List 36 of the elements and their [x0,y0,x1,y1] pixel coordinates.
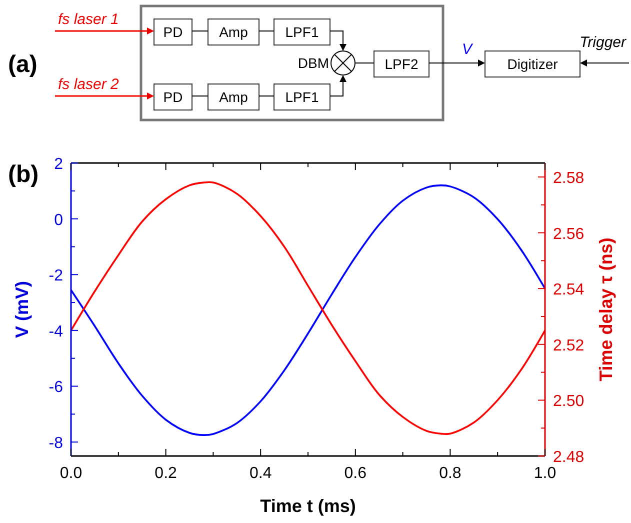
text: PD [163,24,183,40]
y2-tick-label: 2.52 [553,337,584,354]
y-tick-label: -4 [48,323,64,340]
y2-tick-label: 2.50 [553,393,584,410]
x-tick-label: 0.8 [439,465,462,482]
x-tick-label: 0.4 [249,465,272,482]
text: LPF1 [285,24,319,40]
text: Amp [219,24,248,40]
text: LPF2 [384,56,418,72]
y2-tick-label: 2.58 [553,170,584,187]
text: fs laser 2 [58,76,120,93]
chart-title: (b) [8,161,39,188]
y-axis-title: V (mV) [12,280,32,338]
text: 1.0 [534,465,556,482]
text: fs laser 1 [58,11,119,28]
x-tick-label: 0.6 [344,465,367,482]
y-tick-label: 0 [54,212,64,229]
y2-tick-label: 2.54 [553,282,584,299]
text: V [462,41,474,58]
y2-tick-label: 2.56 [553,226,584,243]
y-tick-label: -2 [48,268,64,285]
x-axis-title: Time t (ms) [260,496,356,516]
y-tick-label: 2 [54,156,64,173]
y2-tick-label: 2.48 [553,449,584,466]
y2-axis-title: Time delay τ (ns) [596,238,616,382]
text: DBM [298,55,329,71]
x-tick-label: 0.2 [154,465,178,482]
y-tick-label: -6 [48,379,64,396]
text: LPF1 [285,89,319,105]
text: Amp [219,89,248,105]
text: Digitizer [507,56,558,72]
y-tick-label: -8 [48,435,64,452]
text: 0.0 [60,465,82,482]
text: Trigger [580,34,627,51]
text: PD [163,89,183,105]
text: (a) [8,51,38,78]
